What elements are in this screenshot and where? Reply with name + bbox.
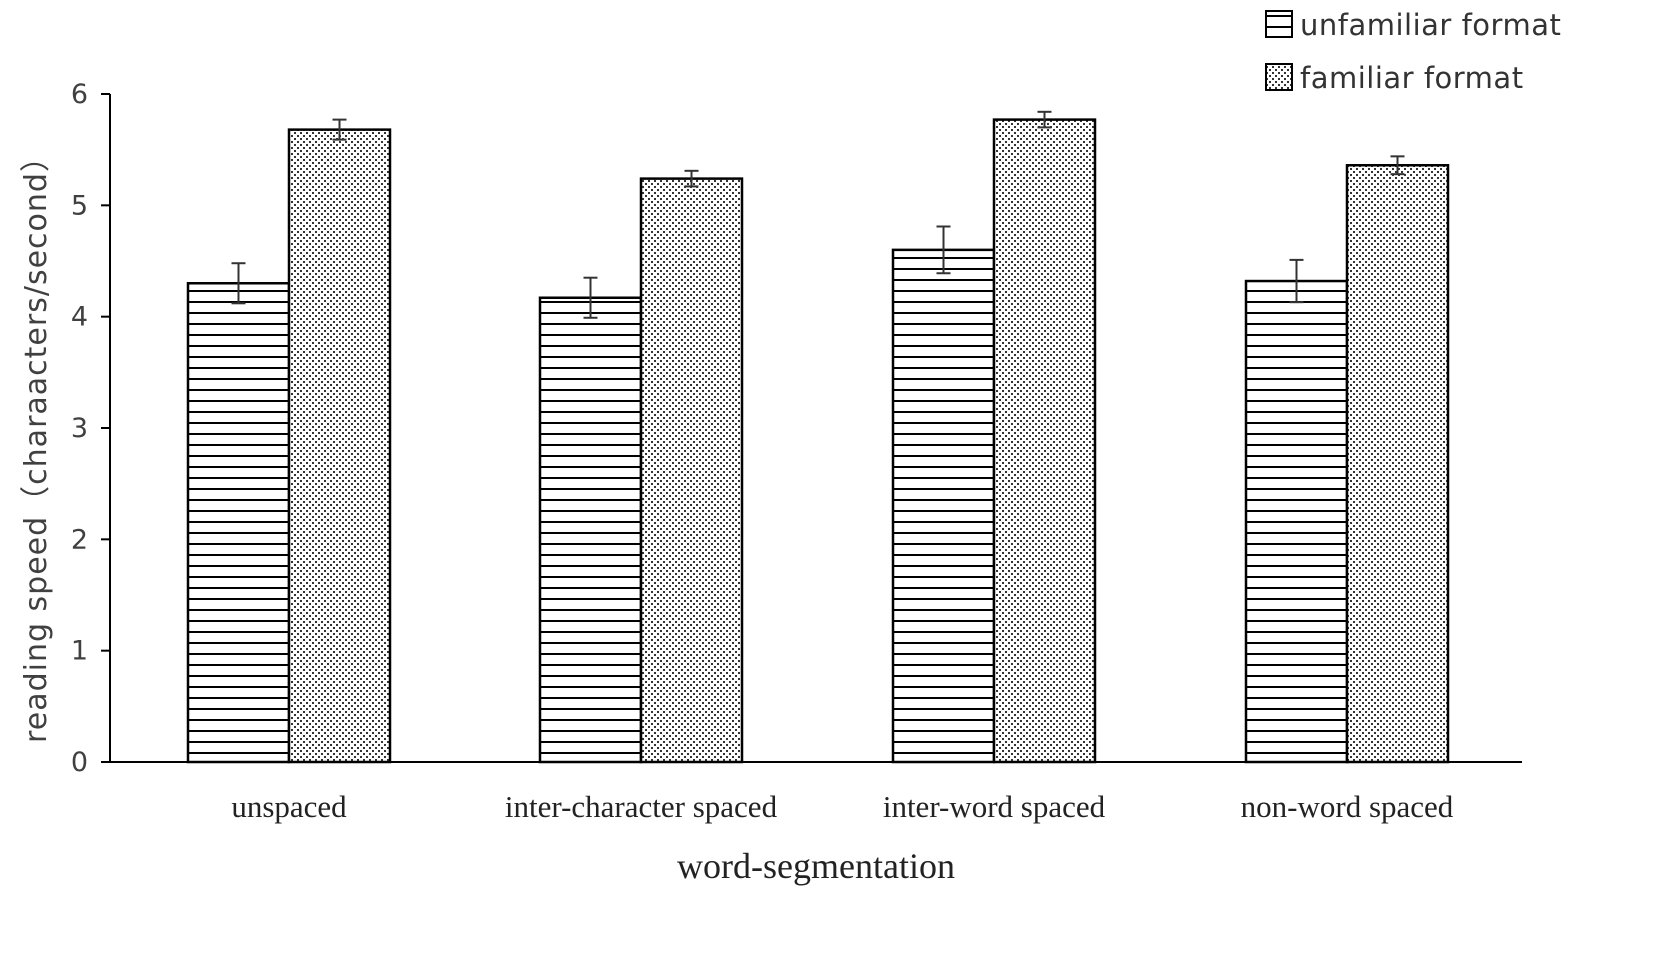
legend-label-unfamiliar: unfamiliar format [1300,8,1561,42]
legend-label-familiar: familiar format [1300,61,1524,95]
y-tick-label: 5 [71,190,88,221]
bar-familiar [287,128,392,764]
error-bar [684,169,699,188]
legend: unfamiliar format familiar format [1265,8,1561,95]
y-tick-label: 6 [71,79,88,110]
error-bars-layer [231,110,1405,319]
legend-swatch-unfamiliar [1265,10,1293,38]
x-tick-labels: unspaced inter-character spaced inter-word… [231,789,1453,824]
bar-familiar [992,118,1097,764]
x-axis-label: word-segmentation [677,846,955,886]
error-bar [1289,258,1304,304]
legend-swatch-familiar [1265,63,1293,91]
bar-familiar [639,177,744,764]
y-tick-label: 4 [71,302,88,333]
bar-unfamiliar [538,296,643,764]
bars-layer [186,118,1450,764]
bar-unfamiliar [186,282,291,764]
error-bar [583,276,598,319]
x-tick-label: unspaced [231,789,347,824]
error-bar [332,118,347,141]
bar-unfamiliar [891,248,996,764]
y-ticks: 0 1 2 3 4 5 6 [71,79,110,778]
y-axis-label: reading speed（charaacters/second） [19,141,54,743]
error-bar [936,225,951,275]
x-tick-label: inter-word spaced [883,789,1106,824]
bar-unfamiliar [1244,279,1349,764]
y-tick-label: 2 [71,524,88,555]
error-bar [1390,155,1405,176]
bar-familiar [1345,164,1450,764]
y-tick-label: 0 [71,747,88,778]
x-tick-label: non-word spaced [1241,789,1454,824]
error-bar [231,262,246,305]
error-bar [1037,110,1052,129]
x-tick-label: inter-character spaced [505,789,778,824]
y-tick-label: 3 [71,413,88,444]
y-tick-label: 1 [71,636,88,667]
